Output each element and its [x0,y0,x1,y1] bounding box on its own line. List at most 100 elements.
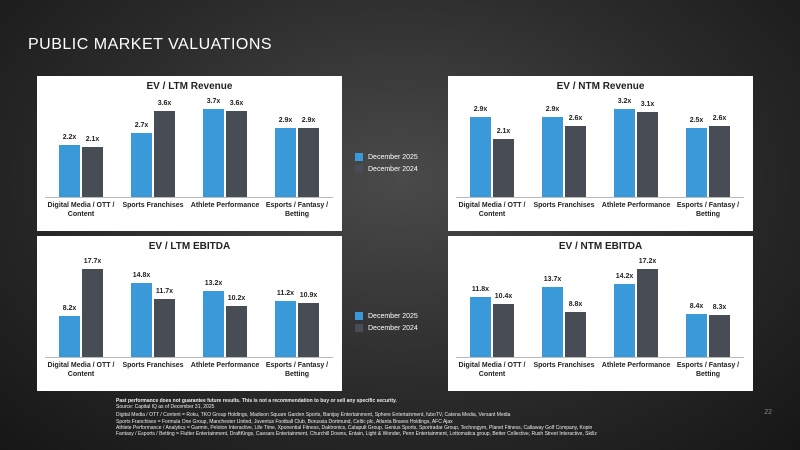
data-label: 17.7x [83,258,102,265]
x-tick-label: Esports / Fantasy / Betting [676,362,740,378]
baseline [45,357,333,358]
bar [154,298,175,357]
data-label: 2.9x [473,106,488,114]
data-label: 2.9x [278,117,293,125]
data-label: 13.7x [543,275,562,283]
chart-title: EV / NTM EBITDA [558,241,643,252]
bar [131,132,152,197]
legend-entry: December 2025 [355,153,418,161]
bar [298,302,319,357]
page-number: 22 [764,409,772,416]
bar [203,109,224,197]
bar [154,111,175,197]
data-label: 2.1x [85,136,100,144]
bar [614,109,635,197]
x-tick-label: Athlete Performance [190,362,260,369]
data-label: 10.4x [494,292,513,300]
bar [131,283,152,357]
bar [493,303,514,357]
bar [686,128,707,197]
x-tick-label: Esports / Fantasy / Betting [265,202,329,218]
footnote: Source: Capital IQ as of December 31, 20… [116,404,215,411]
legend-entry: December 2024 [355,324,418,332]
footnote: Fantasy / Esports / Betting = Flutter En… [116,431,597,437]
x-tick-label: Sports Franchises [533,362,595,369]
slide-title: PUBLIC MARKET VALUATIONS [28,36,273,53]
legend-swatch [355,324,363,332]
footnote: Athlete Performance / Analytics = Garmin… [116,424,593,431]
legend-swatch [355,165,363,173]
chart-panel: EV / NTM EBITDA Digital Media / OTT / Con… [448,236,753,391]
chart-panel: EV / NTM Revenue Digital Media / OTT / Co… [448,76,753,231]
data-label: 3.7x [206,98,221,105]
data-label: 8.3x [712,303,727,311]
x-tick-label: Digital Media / OTT / Content [458,202,526,218]
footnote: Past performance does not guarantee futu… [116,398,397,404]
data-label: 2.6x [712,114,727,122]
data-label: 2.6x [568,114,583,122]
bar [470,117,491,197]
data-label: 2.7x [134,121,149,129]
bar [542,286,563,357]
legend-label: December 2024 [368,165,418,173]
x-tick-label: Athlete Performance [601,362,671,369]
data-label: 10.9x [299,291,318,299]
bar [686,314,707,357]
legend-label: December 2025 [368,312,418,320]
legend-swatch [355,312,363,320]
baseline [45,197,333,198]
x-tick-label: Athlete Performance [601,202,671,209]
chart-panel: EV / LTM Revenue Digital Media / OTT / Co… [37,76,342,231]
chart-title: EV / LTM EBITDA [148,241,231,252]
bar [565,311,586,357]
baseline [456,357,744,358]
data-label: 11.8x [471,285,490,293]
x-tick-label: Esports / Fantasy / Betting [265,362,329,378]
data-label: 3.6x [229,100,244,108]
data-label: 10.2x [227,295,246,303]
x-tick-label: Sports Franchises [122,202,184,209]
baseline [456,197,744,198]
bar [709,314,730,357]
chart-title: EV / LTM Revenue [146,81,233,92]
data-label: 2.1x [496,128,511,136]
bar [565,125,586,197]
bar [637,269,658,357]
x-tick-label: Sports Franchises [533,202,595,209]
footnote: Sports Franchises = Formula One Group, M… [116,418,453,425]
data-label: 11.2x [276,290,295,298]
data-label: 8.4x [689,303,704,311]
bar [59,144,80,197]
x-tick-label: Athlete Performance [190,202,260,209]
data-label: 2.5x [689,117,704,125]
data-label: 2.9x [545,106,560,114]
bar [637,111,658,197]
x-tick-label: Sports Franchises [122,362,184,369]
data-label: 8.2x [62,305,77,313]
bar [226,111,247,197]
bar [82,269,103,357]
bar [493,139,514,197]
legend-swatch [355,153,363,161]
bar [470,296,491,357]
footnote: Digital Media / OTT / Content = Roku, TK… [116,412,511,419]
chart-title: EV / NTM Revenue [556,81,645,92]
x-tick-label: Digital Media / OTT / Content [47,362,115,378]
x-tick-label: Digital Media / OTT / Content [458,362,526,378]
bar [226,306,247,357]
bar [542,117,563,197]
bar [275,128,296,197]
x-tick-label: Digital Media / OTT / Content [47,202,115,218]
data-label: 8.8x [568,300,583,308]
legend-label: December 2025 [368,153,418,161]
data-label: 14.8x [132,272,151,280]
x-tick-label: Esports / Fantasy / Betting [676,202,740,218]
data-label: 14.2x [615,273,634,281]
bar [59,316,80,357]
bar [298,128,319,197]
data-label: 3.1x [640,100,655,108]
legend-entry: December 2025 [355,312,418,320]
data-label: 3.6x [157,100,172,108]
bar [203,291,224,357]
